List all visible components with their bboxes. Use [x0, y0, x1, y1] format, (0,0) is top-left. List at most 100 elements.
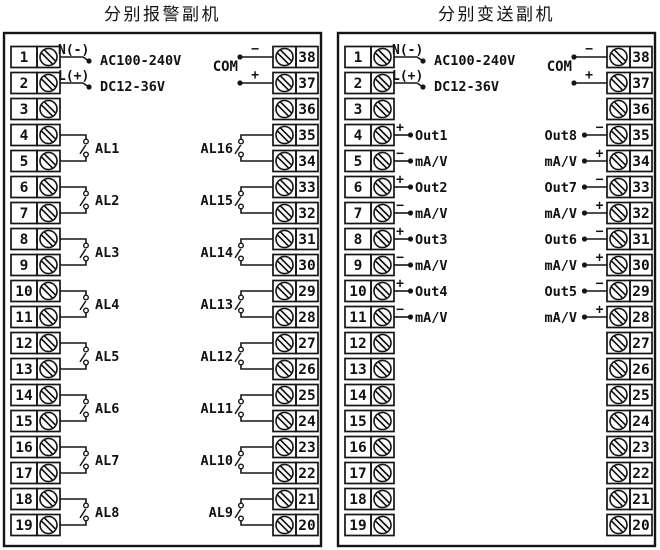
terminal-number: 17 — [349, 466, 366, 482]
wire — [60, 468, 87, 474]
screw-slot-line — [613, 153, 627, 166]
screw-slot-line — [377, 127, 391, 140]
screw-terminal-icon — [609, 203, 628, 223]
contact-point — [237, 463, 244, 470]
screw-circle — [39, 437, 58, 457]
terminal-22: 22 — [272, 461, 319, 485]
screw-terminal-icon — [609, 515, 628, 535]
screw-circle — [373, 385, 392, 405]
screw-terminal-icon — [373, 333, 392, 353]
output-label: Out3 — [415, 232, 448, 248]
alarm-switch-label: AL11 — [200, 401, 233, 417]
screw-slot-line — [279, 101, 293, 114]
terminal-number: 31 — [632, 232, 650, 248]
alarm-switch-label: AL2 — [95, 193, 119, 209]
terminal-number-cell — [295, 435, 319, 459]
screw-terminal-icon — [39, 437, 58, 457]
com-plus-sign: + — [585, 68, 593, 83]
terminal-3: 3 — [344, 97, 395, 121]
wire — [240, 364, 273, 370]
screw-slot-line — [613, 257, 627, 270]
terminal-37: 37 — [272, 71, 319, 95]
terminal-number-cell — [295, 97, 319, 121]
output-label: mA/V — [415, 258, 448, 274]
switch-blade — [79, 300, 87, 311]
screw-circle — [39, 515, 58, 535]
screw-terminal-icon — [373, 73, 392, 93]
switch-blade — [234, 404, 242, 415]
terminal-9: 9 — [10, 253, 61, 277]
screw-circle — [609, 359, 628, 379]
terminal-number: 7 — [20, 206, 29, 222]
terminal-29: 29 — [606, 279, 653, 303]
screw-terminal-icon — [609, 333, 628, 353]
terminal-number-cell — [629, 435, 653, 459]
terminal-number: 19 — [349, 518, 366, 534]
connection-dot — [407, 262, 414, 268]
screw-terminal-icon — [373, 463, 392, 483]
screw-slot-line — [610, 234, 624, 247]
panel-alarm-secondary-unit: 1234567891011121314151617181938373635343… — [2, 31, 323, 548]
screw-slot-line — [613, 49, 627, 62]
com-minus-sign: − — [251, 42, 259, 57]
terminal-1: 1 — [344, 45, 395, 69]
terminal-number-cell — [295, 227, 319, 251]
polarity-sign: − — [596, 225, 604, 240]
screw-circle — [609, 385, 628, 405]
connection-dot — [420, 58, 426, 64]
screw-slot-line — [40, 208, 54, 221]
screw-slot-line — [43, 413, 57, 426]
connection-dot — [407, 236, 414, 242]
screw-circle — [373, 515, 392, 535]
screw-terminal-icon — [39, 307, 58, 327]
alarm-switch-AL11: AL11 — [200, 394, 273, 422]
terminal-number-cell — [295, 513, 319, 537]
screw-slot-line — [279, 49, 293, 62]
alarm-switch-AL16: AL16 — [200, 134, 273, 162]
panel-border — [2, 31, 323, 548]
screw-slot-line — [43, 439, 57, 452]
terminal-2: 2 — [10, 71, 61, 95]
terminal-number: 22 — [632, 466, 649, 482]
screw-slot-line — [40, 390, 54, 403]
screw-terminal-icon — [39, 515, 58, 535]
screw-terminal-icon — [39, 489, 58, 509]
screw-circle — [275, 73, 294, 93]
terminal-12: 12 — [10, 331, 61, 355]
terminal-number: 10 — [15, 284, 32, 300]
screw-slot-line — [279, 387, 293, 400]
contact-point — [82, 307, 89, 314]
wire — [60, 416, 87, 422]
terminal-number-cell — [629, 123, 653, 147]
output-label: Out4 — [415, 284, 448, 300]
output-row-8: + Out3 — [394, 225, 448, 248]
screw-slot-line — [43, 387, 57, 400]
screw-terminal-icon — [39, 411, 58, 431]
screw-slot-line — [43, 309, 57, 322]
contact-point — [237, 294, 244, 301]
screw-slot-line — [374, 52, 388, 65]
screw-slot-line — [613, 283, 627, 296]
screw-circle — [373, 203, 392, 223]
screw-slot-line — [613, 465, 627, 478]
polarity-sign: − — [596, 277, 604, 292]
terminal-number: 33 — [298, 180, 315, 196]
terminal-number-cell — [295, 149, 319, 173]
screw-terminal-icon — [373, 385, 392, 405]
screw-terminal-icon — [609, 385, 628, 405]
terminal-number: 27 — [298, 336, 315, 352]
output-row-6: + Out2 — [394, 173, 448, 196]
screw-slot-line — [43, 465, 57, 478]
terminal-number: 5 — [20, 154, 29, 170]
screw-slot-line — [374, 104, 388, 117]
screw-circle — [39, 177, 58, 197]
output-row-29: Out5 − — [544, 277, 607, 300]
terminal-number-cell — [629, 461, 653, 485]
terminal-number: 14 — [349, 388, 367, 404]
terminal-28: 28 — [272, 305, 319, 329]
terminal-31: 31 — [606, 227, 653, 251]
screw-terminal-icon — [609, 489, 628, 509]
terminal-5: 5 — [10, 149, 61, 173]
screw-slot-line — [43, 257, 57, 270]
alarm-switch-label: AL12 — [200, 349, 233, 365]
